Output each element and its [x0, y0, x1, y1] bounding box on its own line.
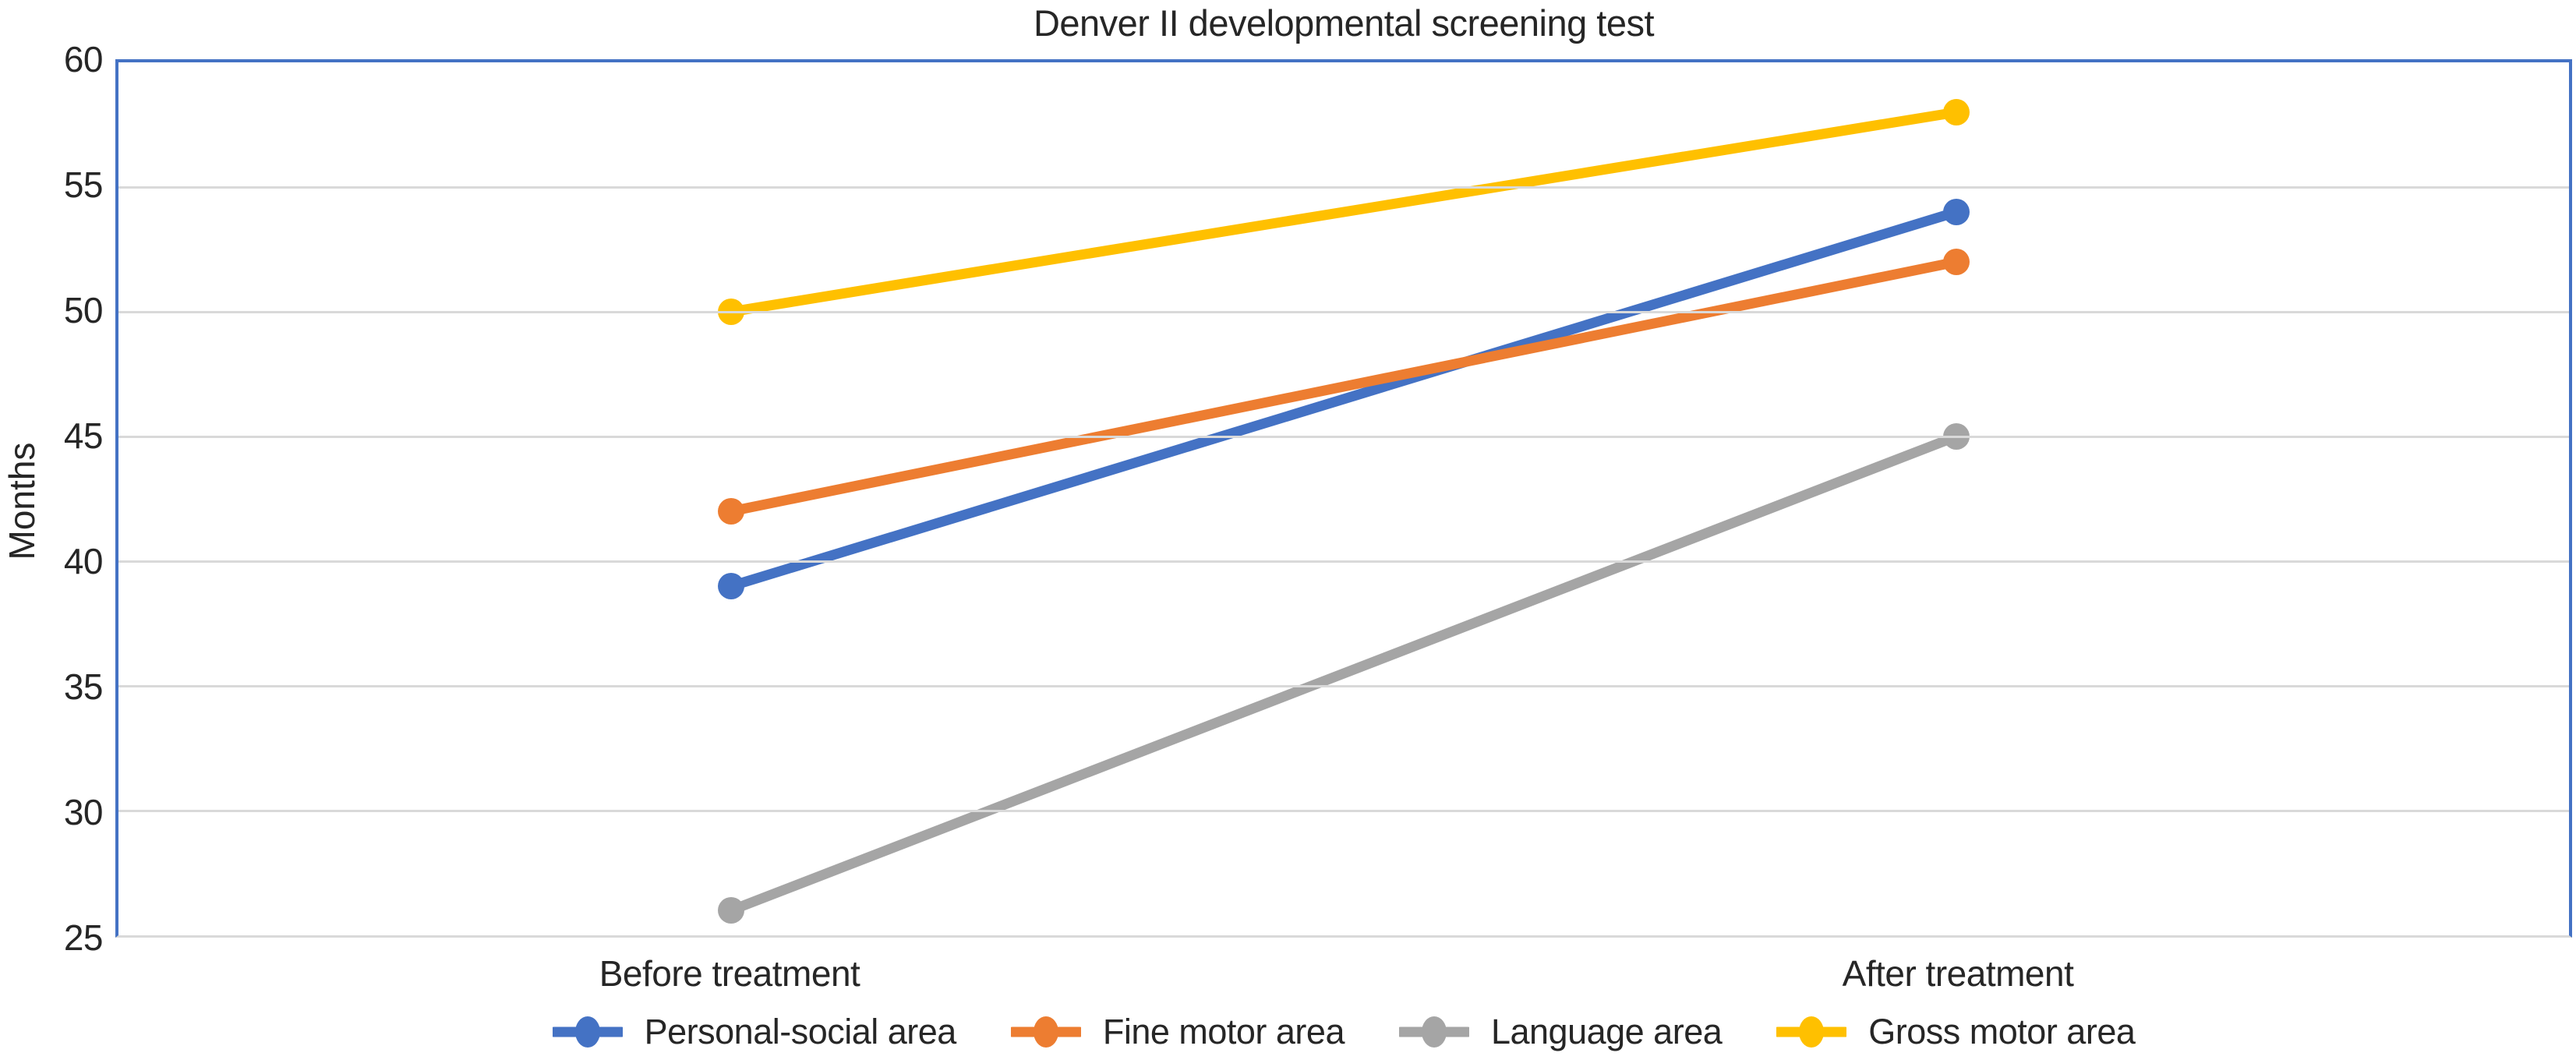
data-point-gross-motor-area-after-treatment	[1943, 99, 1970, 125]
y-tick-label-25: 25	[63, 917, 104, 958]
gridline-45	[118, 435, 2569, 438]
series-line-personal-social-area	[726, 207, 1962, 592]
x-axis-label-after-treatment: After treatment	[1842, 953, 2074, 994]
legend-label-fine-motor-area: Fine motor area	[1102, 1012, 1345, 1051]
series-canvas	[718, 99, 1970, 924]
series-line-gross-motor-area	[726, 107, 1962, 317]
gridline-55	[118, 186, 2569, 189]
legend-marker-icon-language-area	[1398, 1016, 1469, 1048]
series-line-language-area	[726, 431, 1962, 916]
gridline-30	[118, 809, 2569, 812]
y-tick-label-60: 60	[63, 39, 104, 80]
y-tick-label-55: 55	[63, 164, 104, 205]
legend: Personal-social area Fine motor area Langu…	[115, 1007, 2572, 1057]
plot-area	[115, 59, 2572, 938]
data-point-language-area-before-treatment	[718, 897, 744, 924]
data-point-personal-social-area-before-treatment	[718, 573, 744, 599]
gridline-50	[118, 310, 2569, 313]
data-point-fine-motor-area-after-treatment	[1943, 249, 1970, 275]
legend-item-fine-motor-area: Fine motor area	[1010, 1012, 1345, 1052]
y-tick-label-50: 50	[63, 290, 104, 330]
data-point-personal-social-area-after-treatment	[1943, 199, 1970, 225]
legend-label-personal-social-area: Personal-social area	[644, 1012, 957, 1051]
legend-item-personal-social-area: Personal-social area	[552, 1012, 957, 1052]
y-tick-label-40: 40	[63, 541, 104, 581]
legend-marker-icon-fine-motor-area	[1010, 1016, 1081, 1048]
legend-item-gross-motor-area: Gross motor area	[1776, 1012, 2136, 1052]
legend-marker-icon-personal-social-area	[552, 1016, 623, 1048]
legend-marker-icon-gross-motor-area	[1776, 1016, 1847, 1048]
data-point-fine-motor-area-before-treatment	[718, 498, 744, 525]
legend-label-language-area: Language area	[1490, 1012, 1723, 1051]
y-tick-label-45: 45	[63, 415, 104, 456]
y-axis-title: Months	[2, 442, 42, 560]
y-tick-label-35: 35	[63, 666, 104, 707]
gridline-40	[118, 560, 2569, 563]
series-line-fine-motor-area	[726, 256, 1962, 517]
gridline-35	[118, 684, 2569, 687]
legend-item-language-area: Language area	[1398, 1012, 1723, 1052]
x-axis-label-before-treatment: Before treatment	[599, 953, 860, 994]
y-tick-label-30: 30	[63, 792, 104, 832]
legend-label-gross-motor-area: Gross motor area	[1868, 1012, 2136, 1051]
chart-title: Denver II developmental screening test	[1033, 2, 1655, 44]
